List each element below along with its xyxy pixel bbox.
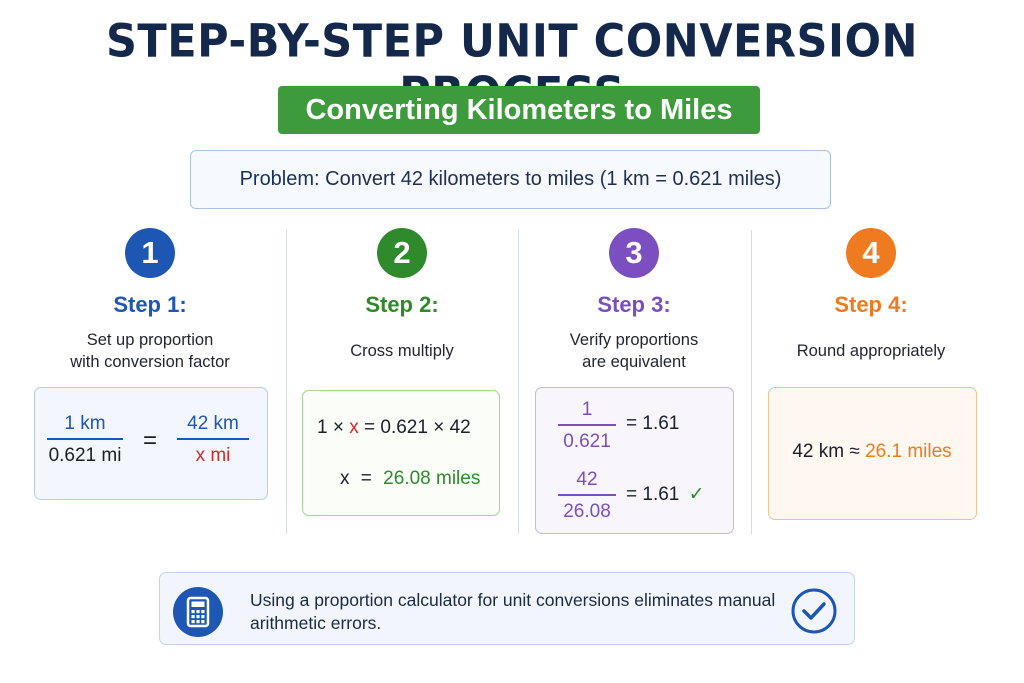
- fraction-bar: [558, 494, 616, 496]
- step-1-title: Step 1:: [113, 292, 187, 317]
- fraction-numerator: 42 km: [187, 413, 239, 434]
- fraction-numerator: 42: [576, 469, 598, 490]
- fraction-denominator: 0.621: [563, 430, 611, 452]
- fraction-42-km-per-x: 42 km x mi: [177, 413, 249, 467]
- fraction-bar: [177, 438, 249, 440]
- step-3-number-badge: 3: [609, 228, 659, 278]
- fraction-numerator: 1 km: [64, 413, 106, 434]
- cross-multiply-line: 1 × x = 0.621 × 42: [317, 417, 471, 439]
- rounded-result: 42 km ≈ 26.1 miles: [769, 441, 975, 463]
- equals-sign: =: [143, 427, 158, 454]
- check-icon: ✓: [688, 484, 705, 505]
- column-divider: [286, 230, 287, 534]
- step-4-description: Round appropriately: [755, 328, 987, 374]
- cross-multiply-factor: 1 ×: [317, 417, 344, 438]
- step-2-desc-line: Cross multiply: [350, 342, 454, 360]
- step-1-number-badge: 1: [125, 228, 175, 278]
- fraction-bar: [47, 438, 123, 440]
- step-1-desc-line: Set up proportion: [86, 331, 214, 349]
- problem-label: Problem:: [239, 168, 320, 190]
- equals-sign: =: [360, 468, 372, 489]
- step-1-column: 1 Step 1: Set up proportion with convers…: [34, 228, 266, 374]
- step-3-title: Step 3:: [597, 292, 671, 317]
- tip-banner: Using a proportion calculator for unit c…: [159, 572, 855, 645]
- verify-fraction-1: 1 0.621: [558, 399, 616, 453]
- tip-text: Using a proportion calculator for unit c…: [250, 590, 776, 633]
- step-4-number-badge: 4: [846, 228, 896, 278]
- unknown-x: x: [340, 468, 350, 489]
- cross-multiply-rhs: = 0.621 × 42: [364, 417, 471, 438]
- verify-fraction-2: 42 26.08: [558, 469, 616, 523]
- verify-result-1: = 1.61: [626, 413, 680, 434]
- step-2-description: Cross multiply: [286, 328, 518, 374]
- verify-result-2: = 1.61 ✓: [626, 483, 705, 506]
- calculator-icon: [173, 587, 223, 637]
- step-4-desc-line: Round appropriately: [796, 342, 946, 360]
- rounded-result-prefix: 42 km ≈: [792, 441, 860, 462]
- subtitle-banner: Converting Kilometers to Miles: [278, 86, 760, 134]
- step-2-title: Step 2:: [365, 292, 439, 317]
- problem-text: Convert 42 kilometers to miles (1 km = 0…: [325, 168, 782, 190]
- step-1-equation-box: 1 km 0.621 mi = 42 km x mi: [34, 387, 268, 500]
- step-3-verify-box: 1 0.621 = 1.61 42 26.08 = 1.61 ✓: [535, 387, 734, 534]
- step-2-equation-box: 1 × x = 0.621 × 42 x = 26.08 miles: [302, 390, 500, 516]
- fraction-denominator: x mi: [195, 444, 231, 466]
- step-4-column: 4 Step 4: Round appropriately: [755, 228, 987, 374]
- rounded-result-value: 26.1 miles: [865, 441, 952, 462]
- fraction-denominator: 26.08: [563, 500, 611, 522]
- check-circle-icon: [790, 587, 838, 635]
- solution-line: x = 26.08 miles: [340, 468, 480, 490]
- fraction-denominator: 0.621 mi: [48, 444, 122, 466]
- step-1-desc-line: with conversion factor: [70, 353, 230, 371]
- step-1-description: Set up proportion with conversion factor: [34, 328, 266, 374]
- solution-value: 26.08 miles: [383, 468, 481, 489]
- step-4-result-box: 42 km ≈ 26.1 miles: [768, 387, 977, 520]
- verify-result-value: = 1.61: [626, 484, 680, 505]
- fraction-bar: [558, 424, 616, 426]
- step-3-desc-line: Verify proportions: [569, 331, 699, 349]
- column-divider: [518, 230, 519, 534]
- step-3-column: 3 Step 3: Verify proportions are equival…: [518, 228, 750, 374]
- step-4-title: Step 4:: [834, 292, 908, 317]
- column-divider: [751, 230, 752, 534]
- step-3-description: Verify proportions are equivalent: [518, 328, 750, 374]
- fraction-numerator: 1: [581, 399, 593, 420]
- step-2-number-badge: 2: [377, 228, 427, 278]
- fraction-1-km-per-mi: 1 km 0.621 mi: [47, 413, 123, 467]
- step-3-desc-line: are equivalent: [582, 353, 686, 371]
- unknown-x: x: [349, 417, 359, 438]
- step-2-column: 2 Step 2: Cross multiply: [286, 228, 518, 374]
- problem-statement: Problem: Convert 42 kilometers to miles …: [190, 150, 831, 209]
